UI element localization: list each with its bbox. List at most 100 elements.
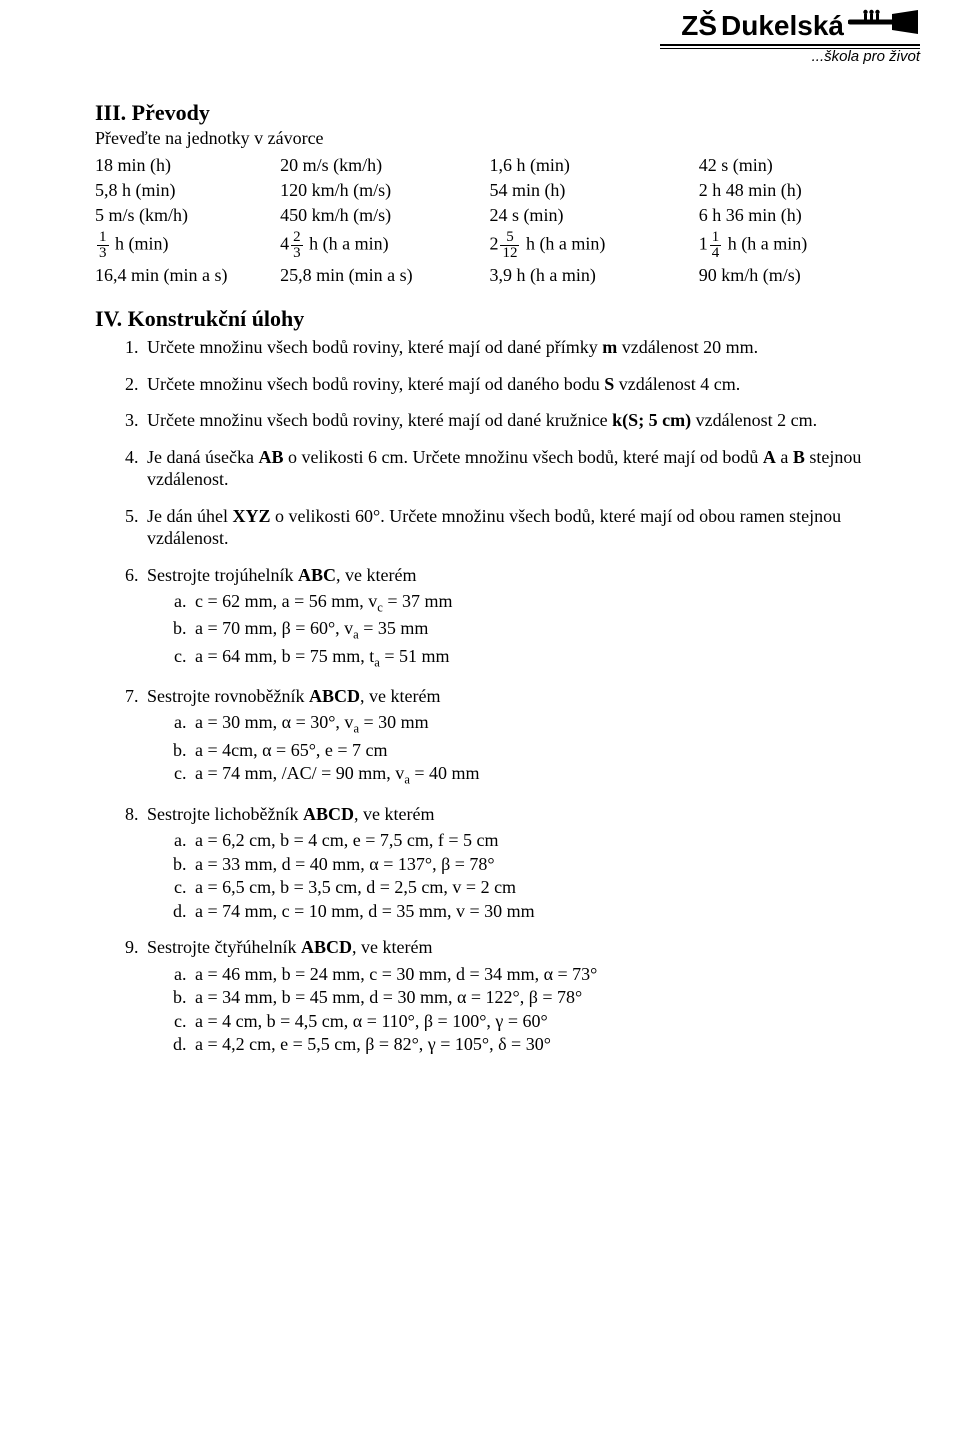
whole-part: 4 — [280, 234, 289, 254]
subtask-item: a = 74 mm, c = 10 mm, d = 35 mm, v = 30 … — [191, 900, 900, 923]
task-bold: ABCD — [309, 686, 360, 706]
section-3-title: III. Převody — [95, 100, 900, 126]
task-text: Určete množinu všech bodů roviny, které … — [147, 374, 604, 394]
logo-tagline: ...škola pro život — [660, 48, 920, 65]
whole-part: 1 — [699, 234, 708, 254]
task-bold: S — [604, 374, 614, 394]
conv-cell: 25,8 min (min a s) — [280, 263, 489, 288]
page: ZŠDukelská ...škola pro život III. Převo… — [0, 0, 960, 1434]
task-item: Je dán úhel XYZ o velikosti 60°. Určete … — [143, 505, 900, 550]
subtask-item: a = 46 mm, b = 24 mm, c = 30 mm, d = 34 … — [191, 963, 900, 986]
fraction: 512 — [500, 230, 519, 261]
task-text: a — [776, 447, 793, 467]
numerator: 5 — [500, 230, 519, 246]
unit-part: h (h a min) — [305, 234, 389, 254]
task-text: , ve kterém — [336, 565, 416, 585]
conv-cell: 54 min (h) — [489, 178, 698, 203]
section-4-title: IV. Konstrukční úlohy — [95, 306, 900, 332]
numerator: 1 — [97, 230, 109, 246]
task-text: Je daná úsečka — [147, 447, 258, 467]
conv-cell: 1,6 h (min) — [489, 153, 698, 178]
subtask-item: a = 70 mm, β = 60°, va = 35 mm — [191, 617, 900, 643]
school-logo: ZŠDukelská ...škola pro život — [660, 8, 920, 65]
numerator: 1 — [710, 230, 722, 246]
task-text: vzdálenost 4 cm. — [614, 374, 740, 394]
task-item: Určete množinu všech bodů roviny, které … — [143, 409, 900, 432]
subtask-item: a = 6,5 cm, b = 3,5 cm, d = 2,5 cm, v = … — [191, 876, 900, 899]
conv-cell: 3,9 h (h a min) — [489, 263, 698, 288]
whole-part: 2 — [489, 234, 498, 254]
table-row: 16,4 min (min a s) 25,8 min (min a s) 3,… — [95, 263, 900, 288]
task-text: Sestrojte lichoběžník — [147, 804, 303, 824]
task-item: Sestrojte čtyřúhelník ABCD, ve kterém a … — [143, 936, 900, 1056]
task-text: vzdálenost 2 cm. — [691, 410, 817, 430]
task-bold: k(S; 5 cm) — [612, 410, 691, 430]
subtask-item: a = 33 mm, d = 40 mm, α = 137°, β = 78° — [191, 853, 900, 876]
subtask-item: a = 64 mm, b = 75 mm, ta = 51 mm — [191, 645, 900, 671]
subtask-item: a = 34 mm, b = 45 mm, d = 30 mm, α = 122… — [191, 986, 900, 1009]
task-text: Sestrojte čtyřúhelník — [147, 937, 301, 957]
subtask-item: a = 74 mm, /AC/ = 90 mm, va = 40 mm — [191, 762, 900, 788]
subtask-item: a = 4 cm, b = 4,5 cm, α = 110°, β = 100°… — [191, 1010, 900, 1033]
conv-cell: 120 km/h (m/s) — [280, 178, 489, 203]
numerator: 2 — [291, 230, 303, 246]
conv-cell: 5,8 h (min) — [95, 178, 280, 203]
conv-cell: 5 m/s (km/h) — [95, 203, 280, 228]
task-bold: ABCD — [303, 804, 354, 824]
subtask-item: a = 4,2 cm, e = 5,5 cm, β = 82°, γ = 105… — [191, 1033, 900, 1056]
task-text: Je dán úhel — [147, 506, 232, 526]
conv-cell: 2512 h (h a min) — [489, 228, 698, 263]
denominator: 3 — [97, 246, 109, 261]
task-text: , ve kterém — [354, 804, 434, 824]
conv-cell: 6 h 36 min (h) — [699, 203, 900, 228]
conv-cell: 2 h 48 min (h) — [699, 178, 900, 203]
task-text: Sestrojte rovnoběžník — [147, 686, 309, 706]
logo-main-line: ZŠDukelská — [660, 8, 920, 43]
task-item: Sestrojte lichoběžník ABCD, ve kterém a … — [143, 803, 900, 923]
unit-part: h (h a min) — [521, 234, 605, 254]
denominator: 4 — [710, 246, 722, 261]
fraction: 14 — [710, 230, 722, 261]
conv-cell: 16,4 min (min a s) — [95, 263, 280, 288]
task-bold: ABC — [298, 565, 336, 585]
subtask-list: c = 62 mm, a = 56 mm, vc = 37 mm a = 70 … — [147, 590, 900, 671]
task-text: Sestrojte trojúhelník — [147, 565, 298, 585]
unit-part: h (min) — [111, 234, 169, 254]
task-list: Určete množinu všech bodů roviny, které … — [95, 336, 900, 1056]
task-text: Určete množinu všech bodů roviny, které … — [147, 337, 602, 357]
task-text: , ve kterém — [360, 686, 440, 706]
conv-cell: 450 km/h (m/s) — [280, 203, 489, 228]
conv-cell: 13 h (min) — [95, 228, 280, 263]
conv-cell: 423 h (h a min) — [280, 228, 489, 263]
task-item: Je daná úsečka AB o velikosti 6 cm. Urče… — [143, 446, 900, 491]
conv-cell: 18 min (h) — [95, 153, 280, 178]
subtask-list: a = 6,2 cm, b = 4 cm, e = 7,5 cm, f = 5 … — [147, 829, 900, 922]
conv-cell: 42 s (min) — [699, 153, 900, 178]
task-bold: ABCD — [301, 937, 352, 957]
task-item: Určete množinu všech bodů roviny, které … — [143, 373, 900, 396]
subtask-item: a = 6,2 cm, b = 4 cm, e = 7,5 cm, f = 5 … — [191, 829, 900, 852]
section-3-subtitle: Převeďte na jednotky v závorce — [95, 128, 900, 149]
table-row-fractions: 13 h (min) 423 h (h a min) 2512 h (h a m… — [95, 228, 900, 263]
table-row: 5,8 h (min) 120 km/h (m/s) 54 min (h) 2 … — [95, 178, 900, 203]
task-bold: m — [602, 337, 617, 357]
task-text: Určete množinu všech bodů roviny, které … — [147, 410, 612, 430]
conv-cell: 114 h (h a min) — [699, 228, 900, 263]
task-item: Sestrojte trojúhelník ABC, ve kterém c =… — [143, 564, 900, 671]
denominator: 3 — [291, 246, 303, 261]
conv-cell: 24 s (min) — [489, 203, 698, 228]
conv-cell: 20 m/s (km/h) — [280, 153, 489, 178]
task-bold: B — [793, 447, 805, 467]
subtask-list: a = 46 mm, b = 24 mm, c = 30 mm, d = 34 … — [147, 963, 900, 1056]
conversion-table: 18 min (h) 20 m/s (km/h) 1,6 h (min) 42 … — [95, 153, 900, 288]
table-row: 5 m/s (km/h) 450 km/h (m/s) 24 s (min) 6… — [95, 203, 900, 228]
task-item: Určete množinu všech bodů roviny, které … — [143, 336, 900, 359]
task-text: , ve kterém — [352, 937, 432, 957]
task-text: o velikosti 6 cm. Určete množinu všech b… — [283, 447, 762, 467]
trumpet-icon — [848, 8, 920, 43]
task-bold: XYZ — [232, 506, 270, 526]
subtask-item: a = 30 mm, α = 30°, va = 30 mm — [191, 711, 900, 737]
subtask-list: a = 30 mm, α = 30°, va = 30 mm a = 4cm, … — [147, 711, 900, 788]
fraction: 23 — [291, 230, 303, 261]
denominator: 12 — [500, 246, 519, 261]
